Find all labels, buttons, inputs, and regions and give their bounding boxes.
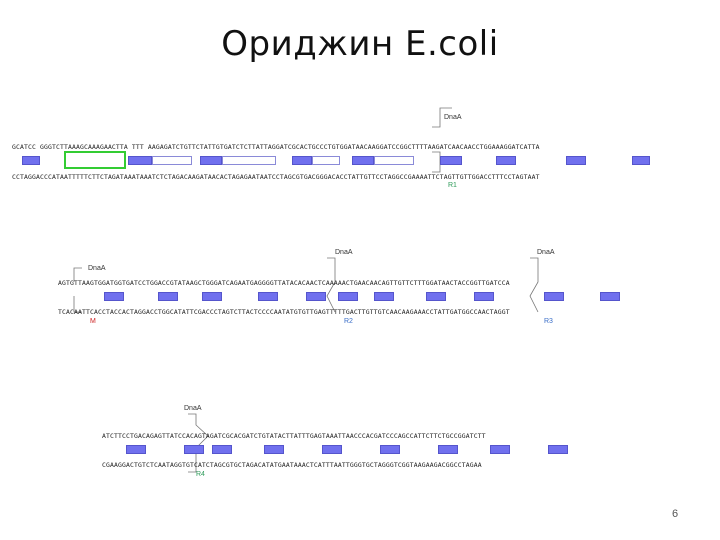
site-box-r3-1 bbox=[126, 445, 146, 454]
site-box-r1-2 bbox=[128, 156, 152, 165]
site-box-r3-4 bbox=[264, 445, 284, 454]
r4-label: R4 bbox=[196, 471, 205, 478]
page-number: 6 bbox=[671, 508, 679, 520]
site-box-r2-9 bbox=[474, 292, 494, 301]
m-label: M bbox=[90, 318, 96, 325]
site-box-r2-5 bbox=[306, 292, 326, 301]
dna-sequence-top-row-2: AGTGTTAAGTGGATGGTGATCCTGGACCGTATAAGCTGGG… bbox=[58, 279, 510, 287]
site-box-r3-7 bbox=[438, 445, 458, 454]
site-box-r2-2 bbox=[158, 292, 178, 301]
site-box-r1-8 bbox=[352, 156, 374, 165]
site-box-r2-7 bbox=[374, 292, 394, 301]
dnaa-label-r4: DnaA bbox=[184, 405, 202, 412]
r1-label: R1 bbox=[448, 182, 457, 189]
site-box-r2-8 bbox=[426, 292, 446, 301]
dna-sequence-bottom-row-3: CGAAGGACTGTCTCAATAGGTGTCATCTAGCGTGCTAGAC… bbox=[102, 461, 482, 469]
site-box-r1-9 bbox=[374, 156, 414, 165]
dna-sequence-bottom-row-2: TCACAATTCACCTACCACTAGGACCTGGCATATTCGACCC… bbox=[58, 308, 510, 316]
dnaa-label-r1: DnaA bbox=[444, 114, 462, 121]
site-box-r3-3 bbox=[212, 445, 232, 454]
dnaa-label-r3: DnaA bbox=[537, 249, 555, 256]
highlight-box-green bbox=[64, 151, 126, 169]
site-box-r1-12 bbox=[566, 156, 586, 165]
site-box-r1-1 bbox=[22, 156, 40, 165]
dnaa-bracket-r1-lower bbox=[432, 151, 441, 173]
slide-title: Ориджин E.coli bbox=[221, 24, 499, 64]
site-box-r2-6 bbox=[338, 292, 358, 301]
site-box-r1-7 bbox=[312, 156, 340, 165]
site-box-r1-3 bbox=[152, 156, 192, 165]
site-box-r2-3 bbox=[202, 292, 222, 301]
site-box-r1-10 bbox=[440, 156, 462, 165]
site-box-r1-5 bbox=[222, 156, 276, 165]
site-box-r3-5 bbox=[322, 445, 342, 454]
site-box-r2-11 bbox=[600, 292, 620, 301]
dna-sequence-bottom-row-1: CCTAGGACCCATAATTTTTCTTCTAGATAAATAAATCTCT… bbox=[12, 173, 540, 181]
r2-label: R2 bbox=[344, 318, 353, 325]
site-box-r3-2 bbox=[184, 445, 204, 454]
site-box-r1-6 bbox=[292, 156, 312, 165]
site-box-r3-6 bbox=[380, 445, 400, 454]
site-box-r2-1 bbox=[104, 292, 124, 301]
site-box-r3-9 bbox=[548, 445, 568, 454]
r3-label: R3 bbox=[544, 318, 553, 325]
site-box-r3-8 bbox=[490, 445, 510, 454]
dna-sequence-top-row-3: ATCTTCCTGACAGAGTTATCCACAGTAGATCGCACGATCT… bbox=[102, 432, 486, 440]
site-box-r1-11 bbox=[496, 156, 516, 165]
dna-sequence-top-row-1: GCATCC GGGTCTTAAAGCAAAGAACTTA TTT AAGAGA… bbox=[12, 143, 540, 151]
site-box-r2-4 bbox=[258, 292, 278, 301]
site-box-r1-4 bbox=[200, 156, 222, 165]
site-box-r1-13 bbox=[632, 156, 650, 165]
dnaa-label-r2: DnaA bbox=[335, 249, 353, 256]
dnaa-label-m: DnaA bbox=[88, 265, 106, 272]
site-box-r2-10 bbox=[544, 292, 564, 301]
